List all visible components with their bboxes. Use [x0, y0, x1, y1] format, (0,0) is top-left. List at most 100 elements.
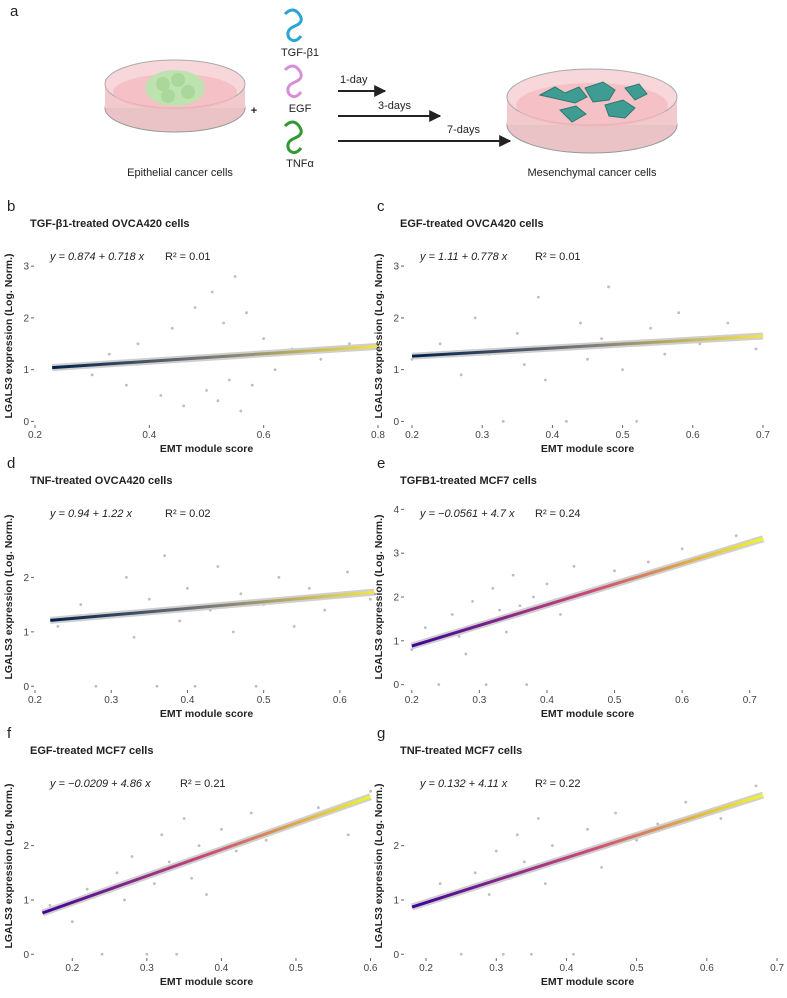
point [501, 420, 505, 423]
point [308, 586, 311, 590]
point [147, 597, 151, 601]
x-tick-label: 0.4 [214, 963, 228, 974]
fit-line [41, 795, 372, 915]
point [239, 409, 243, 413]
point [239, 592, 243, 596]
y-tick-label: 3 [393, 549, 399, 560]
point [205, 893, 208, 896]
fit-line [411, 537, 764, 648]
point [559, 613, 562, 616]
x-tick-label: 0.3 [140, 963, 154, 974]
point [190, 876, 193, 880]
x-tick-label: 0.6 [333, 695, 347, 706]
point [245, 311, 248, 315]
point [579, 321, 582, 325]
point [734, 534, 738, 538]
chart-title: TNF-treated OVCA420 cells [30, 475, 172, 487]
point [536, 295, 540, 299]
point [159, 394, 163, 397]
fit-line [411, 334, 764, 358]
point [525, 683, 529, 687]
point [501, 952, 505, 956]
panel: e TGFB1-treated MCF7 cells y = −0.0561 + 4… [373, 455, 765, 720]
point [473, 316, 477, 320]
point [277, 576, 281, 579]
point [600, 337, 603, 340]
factor-label: TGF-β1 [281, 47, 319, 59]
y-axis-label: LGALS3 expression (Log. Norm.) [3, 783, 15, 948]
point [254, 684, 258, 688]
point [182, 817, 186, 820]
point [167, 860, 171, 864]
point [491, 586, 495, 590]
x-tick-label: 0.4 [180, 695, 194, 706]
panel-letter: g [377, 725, 385, 742]
y-tick-label: 1 [23, 627, 29, 638]
point [56, 624, 60, 628]
point [545, 582, 549, 586]
point [175, 952, 179, 956]
x-tick-label: 0.5 [289, 963, 303, 974]
point [186, 586, 189, 590]
point [410, 648, 414, 651]
y-tick-label: 0 [23, 950, 29, 961]
point [132, 635, 136, 639]
point [614, 811, 617, 815]
point [319, 357, 323, 361]
point [292, 624, 296, 628]
y-tick-label: 1 [393, 365, 399, 376]
point [532, 595, 535, 599]
r-squared: R² = 0.24 [535, 508, 581, 520]
point [646, 560, 650, 564]
duration-label: 1-day [340, 74, 368, 86]
panel-letter: e [377, 455, 385, 472]
point [216, 565, 220, 568]
point [155, 684, 159, 688]
x-axis-label: EMT module score [160, 443, 254, 455]
y-tick-label: 2 [23, 313, 29, 324]
x-tick-label: 0.4 [559, 963, 573, 974]
fit-line [50, 590, 375, 622]
y-tick-label: 2 [23, 573, 29, 584]
x-tick-label: 0.6 [364, 963, 378, 974]
point [487, 893, 491, 896]
y-axis-label: LGALS3 expression (Log. Norm.) [373, 253, 385, 418]
point [100, 952, 104, 956]
x-tick-label: 0.2 [28, 695, 42, 706]
point [160, 833, 164, 837]
point [346, 570, 349, 574]
y-tick-label: 1 [23, 365, 29, 376]
point [368, 597, 372, 601]
x-axis-label: EMT module score [160, 976, 254, 988]
y-tick-label: 0 [393, 950, 399, 961]
point [522, 860, 526, 864]
point [663, 352, 667, 356]
panel: f EGF-treated MCF7 cells y = −0.0209 + 4.8… [3, 725, 378, 988]
x-tick-label: 0.4 [142, 430, 156, 441]
point [163, 554, 166, 558]
y-tick-label: 3 [23, 262, 29, 273]
chart-title: TNF-treated MCF7 cells [400, 745, 522, 757]
r-squared: R² = 0.01 [165, 251, 211, 263]
r-squared: R² = 0.01 [535, 251, 581, 263]
point [145, 952, 149, 956]
point [754, 347, 758, 351]
point [656, 822, 660, 826]
y-axis-label: LGALS3 expression (Log. Norm.) [373, 783, 385, 948]
start-label: Epithelial cancer cells [127, 167, 233, 179]
point [90, 373, 94, 377]
point [484, 683, 488, 687]
equation: y = 1.11 + 0.778 x [419, 251, 508, 263]
mesenchymal-dish [506, 68, 678, 154]
point [450, 613, 454, 616]
equation: y = −0.0561 + 4.7 x [419, 508, 515, 520]
point [607, 285, 610, 289]
point [130, 855, 134, 858]
y-tick-label: 2 [393, 841, 399, 852]
point [565, 420, 568, 423]
x-tick-label: 0.5 [616, 430, 630, 441]
point [635, 838, 639, 842]
point [754, 784, 758, 788]
factor-label: TNFα [286, 158, 314, 170]
x-tick-label: 0.3 [489, 963, 503, 974]
